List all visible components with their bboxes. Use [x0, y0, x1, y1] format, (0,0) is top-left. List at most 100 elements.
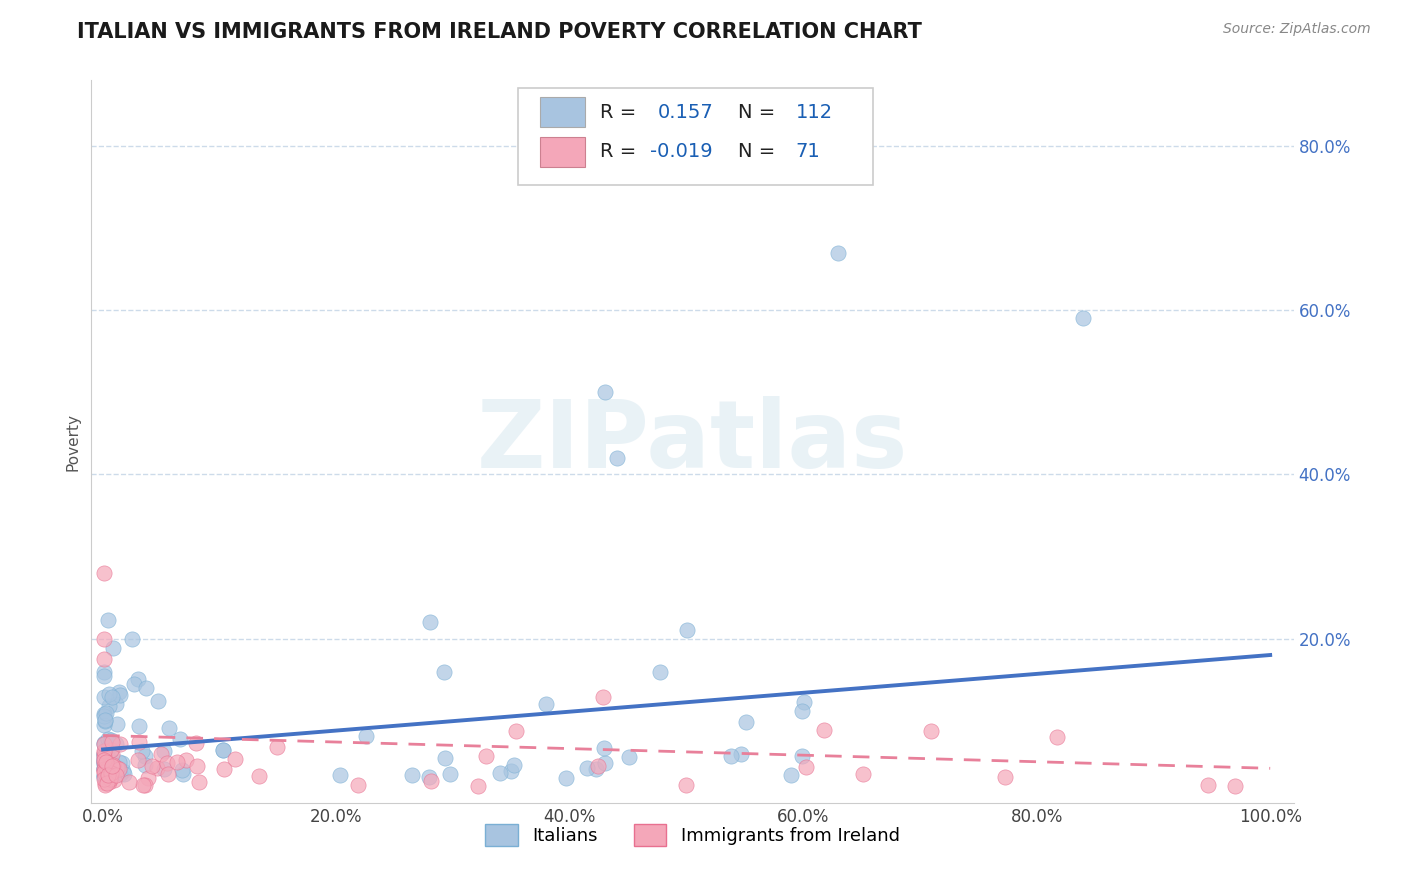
Point	[153, 744, 176, 758]
Point	[94, 714, 117, 728]
Point	[93, 769, 115, 783]
Point	[93, 744, 115, 758]
Point	[585, 762, 607, 776]
Point	[555, 771, 578, 785]
Point	[920, 723, 942, 738]
Point	[329, 767, 352, 781]
Point	[730, 747, 752, 762]
FancyBboxPatch shape	[540, 136, 585, 167]
Point	[156, 756, 179, 771]
Point	[157, 721, 180, 735]
Point	[134, 749, 156, 764]
Text: N =: N =	[738, 103, 775, 121]
Point	[93, 707, 115, 722]
Point	[266, 740, 288, 755]
Point	[134, 778, 156, 792]
Point	[93, 763, 115, 777]
Point	[93, 757, 115, 772]
Text: ITALIAN VS IMMIGRANTS FROM IRELAND POVERTY CORRELATION CHART: ITALIAN VS IMMIGRANTS FROM IRELAND POVER…	[77, 22, 922, 42]
Point	[100, 759, 122, 773]
Point	[108, 761, 131, 775]
Point	[186, 758, 208, 772]
Point	[93, 718, 115, 732]
Point	[420, 773, 443, 788]
Point	[212, 762, 235, 776]
Point	[593, 756, 616, 770]
Point	[170, 763, 193, 777]
Point	[93, 765, 115, 780]
Point	[93, 752, 115, 766]
Point	[134, 758, 156, 772]
Point	[101, 755, 124, 769]
Point	[93, 754, 115, 768]
Point	[97, 775, 120, 789]
Point	[433, 665, 456, 679]
Text: N =: N =	[738, 143, 775, 161]
Point	[354, 729, 377, 743]
Point	[103, 773, 125, 788]
Point	[93, 755, 115, 769]
Point	[211, 743, 233, 757]
Point	[93, 748, 115, 763]
Point	[93, 669, 115, 683]
Point	[103, 640, 125, 655]
Point	[93, 754, 115, 768]
Point	[105, 717, 128, 731]
Point	[576, 761, 599, 775]
Point	[501, 764, 523, 778]
Point	[108, 762, 131, 776]
Text: R =: R =	[600, 103, 636, 121]
Point	[93, 764, 115, 779]
Point	[434, 750, 457, 764]
Point	[108, 767, 131, 781]
Text: 0.157: 0.157	[658, 103, 713, 121]
Point	[606, 450, 628, 465]
Legend: Italians, Immigrants from Ireland: Italians, Immigrants from Ireland	[477, 815, 908, 855]
Point	[97, 767, 120, 781]
Point	[94, 757, 117, 772]
Point	[100, 766, 122, 780]
Point	[94, 779, 117, 793]
Point	[93, 746, 115, 760]
Point	[813, 723, 835, 738]
Point	[1197, 778, 1219, 792]
Point	[93, 749, 115, 764]
Point	[98, 698, 121, 713]
Point	[112, 766, 135, 780]
Point	[98, 772, 121, 786]
Point	[98, 687, 121, 701]
Point	[131, 779, 153, 793]
Point	[93, 714, 115, 729]
Point	[224, 751, 246, 765]
Point	[145, 761, 167, 775]
Point	[735, 714, 758, 729]
Point	[97, 768, 120, 782]
FancyBboxPatch shape	[540, 97, 585, 128]
Point	[439, 767, 461, 781]
Point	[101, 735, 124, 749]
Point	[103, 763, 125, 777]
Point	[97, 749, 120, 764]
Point	[100, 743, 122, 757]
Point	[93, 747, 115, 761]
Point	[118, 775, 141, 789]
Point	[97, 740, 120, 755]
Point	[475, 749, 498, 764]
Point	[1223, 780, 1246, 794]
Point	[98, 756, 121, 771]
Point	[347, 779, 370, 793]
Point	[593, 740, 616, 755]
Point	[593, 385, 616, 400]
Point	[97, 764, 120, 778]
Point	[98, 756, 121, 771]
Point	[105, 766, 128, 780]
Point	[100, 760, 122, 774]
Point	[148, 694, 170, 708]
FancyBboxPatch shape	[519, 87, 873, 185]
Point	[149, 747, 172, 761]
Point	[827, 245, 849, 260]
Point	[650, 665, 672, 680]
Point	[994, 770, 1017, 784]
Point	[107, 685, 129, 699]
Point	[104, 737, 127, 751]
